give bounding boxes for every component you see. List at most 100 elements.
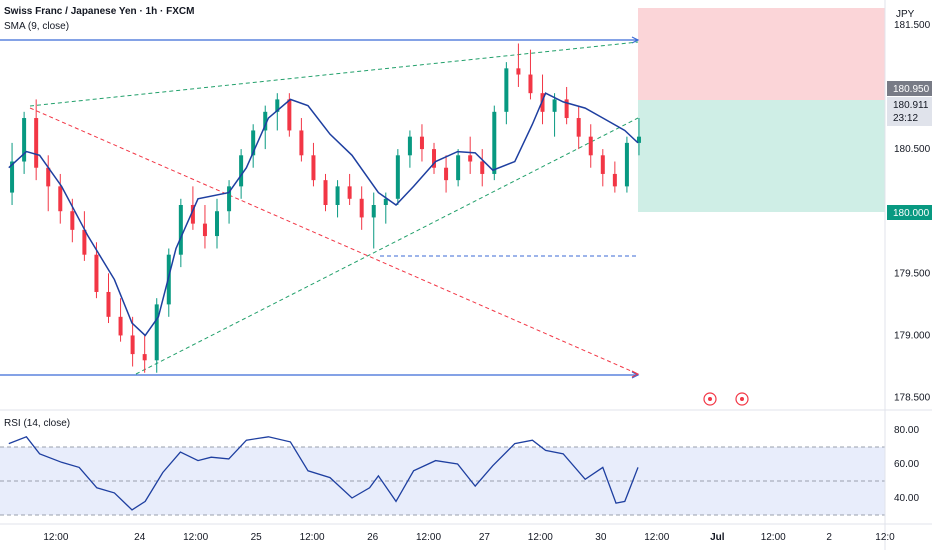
price-tick-label: 178.500 — [894, 393, 931, 404]
time-tick-label: 12:00 — [300, 532, 325, 543]
target-price-badge — [887, 81, 932, 96]
candle-body — [576, 118, 581, 137]
time-tick-label: 12:00 — [644, 532, 669, 543]
candle-body — [178, 205, 183, 255]
candle-body — [227, 186, 232, 212]
candle-body — [612, 173, 617, 187]
candle-body — [239, 155, 244, 187]
countdown-label: 23:12 — [893, 113, 918, 124]
candle-body — [552, 99, 557, 112]
time-tick-label: 26 — [367, 532, 379, 543]
time-tick-label: 27 — [479, 532, 491, 543]
candle-body — [58, 186, 63, 212]
candle-body — [335, 186, 340, 205]
event-marker[interactable] — [703, 392, 717, 406]
target-price-label: 180.950 — [893, 84, 930, 95]
time-axis-ticks: 12:00 24 12:00 25 12:00 26 12:00 27 12:00 30 12:00… — [43, 532, 895, 543]
candle-body — [10, 161, 15, 193]
candle-body — [263, 111, 268, 131]
time-tick-label: 2 — [826, 532, 832, 543]
candle-body — [504, 68, 509, 112]
event-marker[interactable] — [735, 392, 749, 406]
candle-body — [275, 99, 280, 112]
sma-line — [8, 92, 639, 337]
candles-group — [10, 43, 641, 373]
price-tick-label: 180.500 — [894, 144, 931, 155]
candle-body — [588, 136, 593, 156]
candle-body — [371, 205, 376, 218]
candle-body — [540, 93, 545, 112]
candle-body — [564, 99, 569, 119]
candle-body — [456, 155, 461, 181]
candle-body — [492, 111, 497, 174]
candle-body — [190, 205, 195, 224]
candle-body — [22, 118, 27, 162]
candle-body — [287, 99, 292, 131]
time-tick-label: 12:0 — [875, 532, 895, 543]
candle-body — [166, 254, 171, 305]
time-tick-label: Jul — [710, 532, 725, 543]
time-tick-label: 12:00 — [528, 532, 553, 543]
time-tick-label: 12:00 — [43, 532, 68, 543]
candle-body — [251, 130, 256, 156]
upper-channel-line[interactable] — [29, 41, 639, 107]
candle-body — [419, 136, 424, 150]
candle-body — [600, 155, 605, 174]
time-tick-label: 12:00 — [416, 532, 441, 543]
candle-body — [82, 229, 87, 255]
candle-body — [395, 155, 400, 199]
rsi-tick-label: 80.00 — [894, 425, 919, 436]
candle-body — [106, 291, 111, 317]
rsi-axis-ticks: 80.00 60.00 40.00 — [894, 425, 919, 504]
stop-loss-zone — [638, 8, 885, 100]
candle-body — [528, 74, 533, 94]
candle-body — [202, 223, 207, 237]
time-tick-label: 30 — [595, 532, 607, 543]
candle-body — [468, 155, 473, 162]
candle-body — [94, 254, 99, 292]
symbol-title: Swiss Franc / Japanese Yen · 1h · FXCM — [4, 6, 195, 17]
candle-body — [323, 180, 328, 205]
stop-price-badge — [887, 205, 932, 220]
time-tick-label: 12:00 — [761, 532, 786, 543]
candle-body — [34, 118, 39, 168]
resistance-arrow — [631, 36, 640, 44]
sma-legend: SMA (9, close) — [4, 21, 70, 32]
candle-body — [347, 186, 352, 199]
stop-price-label: 180.000 — [893, 208, 930, 219]
candle-body — [383, 198, 388, 205]
candle-body — [299, 130, 304, 156]
rsi-legend: RSI (14, close) — [4, 418, 71, 429]
candle-body — [432, 149, 437, 168]
current-price-label: 180.911 — [893, 100, 929, 111]
candle-body — [70, 211, 75, 230]
support-arrow — [631, 371, 640, 379]
descending-projection-line[interactable] — [29, 107, 639, 375]
rsi-line — [8, 436, 639, 511]
price-tick-label: 179.000 — [894, 330, 931, 341]
take-profit-zone — [638, 100, 885, 212]
candle-body — [407, 136, 412, 156]
candle-body — [516, 68, 521, 75]
time-tick-label: 25 — [251, 532, 263, 543]
price-tick-label: 179.500 — [894, 268, 931, 279]
candle-body — [46, 167, 51, 187]
current-price-badge — [887, 97, 932, 126]
lower-channel-line[interactable] — [135, 117, 639, 375]
candle-body — [636, 136, 641, 143]
candle-body — [142, 354, 147, 361]
time-tick-label: 12:00 — [183, 532, 208, 543]
candle-body — [359, 198, 364, 218]
candle-body — [215, 211, 220, 237]
candle-body — [154, 304, 159, 361]
candle-body — [118, 316, 123, 336]
candle-body — [624, 142, 629, 187]
rsi-tick-label: 60.00 — [894, 459, 919, 470]
candle-body — [444, 167, 449, 181]
time-tick-label: 24 — [134, 532, 146, 543]
price-tick-label: 181.500 — [894, 20, 931, 31]
candle-body — [311, 155, 316, 181]
rsi-tick-label: 40.00 — [894, 493, 919, 504]
currency-label: JPY — [896, 9, 915, 20]
